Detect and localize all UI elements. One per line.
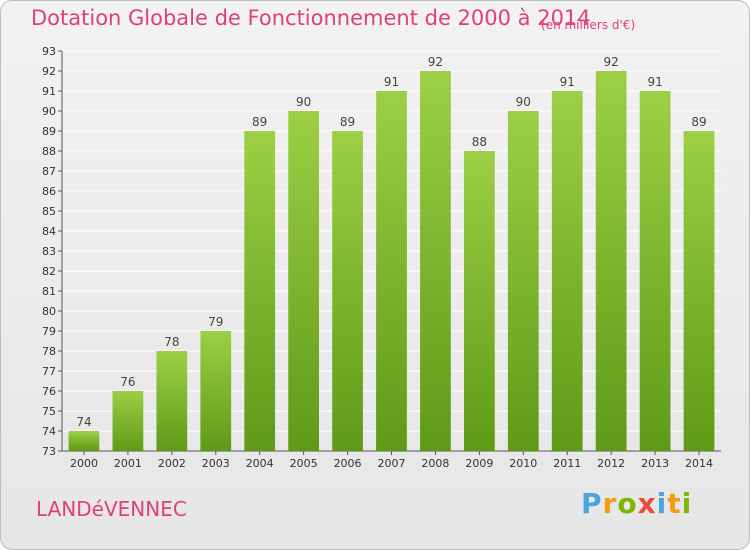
data-label-2005: 90: [296, 95, 311, 109]
bar-2009: [463, 151, 495, 451]
data-label-2002: 78: [164, 335, 179, 349]
data-label-2000: 74: [76, 415, 91, 429]
bar-2008: [420, 71, 451, 451]
y-tick-label: 82: [42, 265, 56, 278]
x-tick-label-2000: 2000: [70, 457, 98, 470]
x-tick-label-2005: 2005: [290, 457, 318, 470]
data-label-2003: 79: [208, 315, 223, 329]
y-tick-label: 76: [42, 385, 56, 398]
data-label-2011: 91: [560, 75, 575, 89]
commune-name: LANDéVENNEC: [36, 497, 187, 521]
y-tick-label: 77: [42, 365, 56, 378]
y-tick-label: 87: [42, 165, 56, 178]
y-tick-label: 74: [42, 425, 56, 438]
bar-2006: [332, 131, 363, 451]
x-tick-label-2006: 2006: [334, 457, 362, 470]
bar-2007: [376, 91, 407, 451]
y-tick-label: 90: [42, 105, 56, 118]
chart-unit: (en milliers d'€): [541, 18, 636, 32]
x-tick-label-2001: 2001: [114, 457, 142, 470]
data-label-2006: 89: [340, 115, 355, 129]
x-tick-label-2008: 2008: [421, 457, 449, 470]
data-label-2009: 88: [472, 135, 487, 149]
x-tick-label-2011: 2011: [553, 457, 581, 470]
x-tick-label-2002: 2002: [158, 457, 186, 470]
chart-title: Dotation Globale de Fonctionnement de 20…: [31, 6, 591, 30]
data-label-2007: 91: [384, 75, 399, 89]
data-label-2001: 76: [120, 375, 135, 389]
bar-2000: [68, 431, 100, 451]
bar-2013: [639, 91, 671, 451]
x-tick-label-2013: 2013: [641, 457, 669, 470]
data-label-2014: 89: [691, 115, 706, 129]
bar-2012: [595, 71, 627, 451]
y-tick-label: 88: [42, 145, 56, 158]
x-tick-label-2004: 2004: [246, 457, 274, 470]
y-tick-label: 91: [42, 85, 56, 98]
y-tick-label: 80: [42, 305, 56, 318]
bar-2002: [156, 351, 188, 451]
bar-2010: [507, 111, 539, 451]
x-tick-label-2010: 2010: [509, 457, 537, 470]
x-tick-label-2009: 2009: [465, 457, 493, 470]
data-label-2010: 90: [516, 95, 531, 109]
bar-2005: [288, 111, 320, 451]
x-tick-label-2007: 2007: [378, 457, 406, 470]
data-label-2008: 92: [428, 55, 443, 69]
proxiti-logo[interactable]: Proxiti: [581, 487, 693, 520]
y-tick-label: 86: [42, 185, 56, 198]
x-tick-label-2003: 2003: [202, 457, 230, 470]
y-tick-label: 84: [42, 225, 56, 238]
y-tick-label: 73: [42, 445, 56, 458]
y-tick-label: 81: [42, 285, 56, 298]
y-tick-label: 92: [42, 65, 56, 78]
x-tick-label-2014: 2014: [685, 457, 713, 470]
bar-2003: [200, 331, 232, 451]
bar-2014: [683, 131, 715, 451]
y-tick-label: 75: [42, 405, 56, 418]
y-tick-label: 93: [42, 45, 56, 58]
bars: 74 76 78 79 89 90 89 91 92 88 90 91 92 91 89: [68, 55, 715, 451]
y-tick-label: 89: [42, 125, 56, 138]
data-label-2004: 89: [252, 115, 267, 129]
data-label-2013: 91: [647, 75, 662, 89]
x-tick-label-2012: 2012: [597, 457, 625, 470]
y-tick-label: 79: [42, 325, 56, 338]
data-label-2012: 92: [604, 55, 619, 69]
y-tick-label: 83: [42, 245, 56, 258]
bar-2001: [112, 391, 144, 451]
y-tick-label: 78: [42, 345, 56, 358]
bar-2004: [244, 131, 276, 451]
bar-2011: [551, 91, 583, 451]
y-tick-label: 85: [42, 205, 56, 218]
